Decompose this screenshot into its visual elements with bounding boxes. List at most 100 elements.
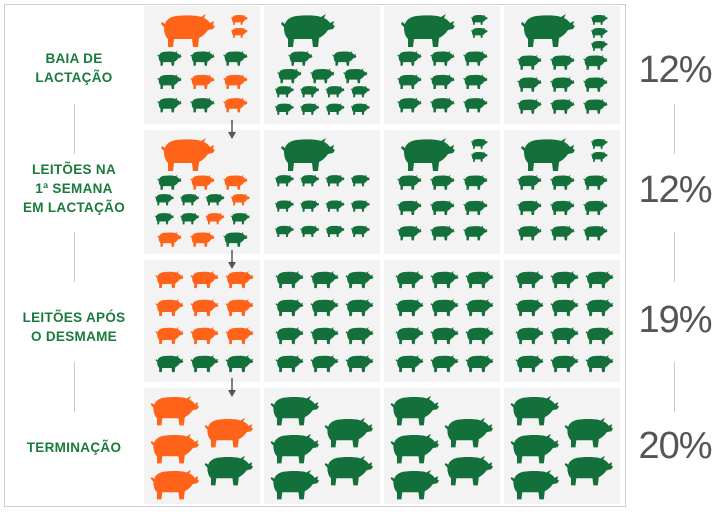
pen-cell <box>144 388 260 504</box>
pig-icon <box>350 200 370 212</box>
pig-icon <box>345 327 374 345</box>
pig-icon <box>350 85 370 98</box>
pig-icon <box>270 433 320 464</box>
pig-icon <box>204 417 254 448</box>
row-label-first-week-piglets: LEITÕES NA 1ª SEMANA EM LACTAÇÃO <box>10 160 138 217</box>
pen-cell <box>144 130 260 254</box>
row-label-line: LEITÕES APÓS <box>22 310 126 325</box>
pig-icon <box>281 14 335 47</box>
pig-icon <box>550 76 575 92</box>
pig-icon <box>550 327 579 345</box>
row-label-line: LEITÕES NA <box>31 162 116 177</box>
pig-icon <box>300 103 320 115</box>
pig-icon <box>517 98 542 114</box>
arrow-down-icon <box>228 250 236 269</box>
pig-icon <box>465 271 494 289</box>
pig-icon <box>350 225 370 238</box>
pen-drawing <box>150 395 254 500</box>
pig-icon <box>275 271 304 289</box>
pig-icon <box>324 455 374 486</box>
pig-icon <box>395 355 424 373</box>
pen-cell <box>384 260 500 382</box>
pig-icon <box>585 355 614 373</box>
pen-cell <box>264 260 380 382</box>
pig-icon <box>225 299 254 317</box>
pig-icon <box>463 50 488 66</box>
pen-cell <box>384 6 500 124</box>
pig-icon <box>274 85 294 98</box>
percent-value: 19% <box>638 299 712 341</box>
pig-icon <box>150 469 200 500</box>
pig-icon <box>463 200 488 216</box>
percent-value: 20% <box>638 425 712 467</box>
pig-icon <box>397 174 422 190</box>
percent-divider <box>674 232 675 282</box>
pig-icon <box>470 151 488 162</box>
row-label-line: EM LACTAÇÃO <box>22 200 126 215</box>
percent-divider <box>674 362 675 412</box>
pen-drawing <box>390 395 494 500</box>
pig-icon <box>590 138 608 149</box>
pig-icon <box>223 174 248 190</box>
pig-icon <box>325 85 345 98</box>
pig-icon <box>350 103 370 115</box>
pig-icon <box>310 327 339 345</box>
pig-icon <box>281 138 335 171</box>
pig-icon <box>180 193 200 206</box>
pig-icon <box>225 355 254 373</box>
pig-icon <box>430 225 455 241</box>
pig-icon <box>190 97 215 113</box>
pig-icon <box>430 200 455 216</box>
pig-icon <box>444 455 494 486</box>
pig-icon <box>157 74 182 90</box>
pig-icon <box>274 200 294 212</box>
pen-cell <box>264 130 380 254</box>
pig-icon <box>590 151 608 162</box>
pig-icon <box>585 299 614 317</box>
pig-icon <box>517 200 542 216</box>
pen-drawing <box>157 14 248 113</box>
pig-icon <box>275 355 304 373</box>
pig-icon <box>550 355 579 373</box>
pig-icon <box>390 395 440 426</box>
pig-icon <box>300 85 320 98</box>
pig-icon <box>517 174 542 190</box>
pig-icon <box>190 74 215 90</box>
pig-icon <box>430 299 459 317</box>
pig-icon <box>510 433 560 464</box>
pig-icon <box>230 27 248 38</box>
pig-icon <box>157 231 182 247</box>
pig-icon <box>155 271 184 289</box>
percent-value: 12% <box>638 169 712 211</box>
pen-drawing <box>515 271 614 373</box>
pen-drawing <box>395 271 494 373</box>
pig-icon <box>223 231 248 247</box>
pig-icon <box>150 395 200 426</box>
pig-icon <box>350 174 370 187</box>
pen-cell <box>264 388 380 504</box>
pig-icon <box>275 299 304 317</box>
pen-cell <box>504 388 620 504</box>
pig-icon <box>515 299 544 317</box>
pig-icon <box>465 355 494 373</box>
pig-icon <box>463 225 488 241</box>
pig-icon <box>517 225 542 241</box>
pig-icon <box>157 50 182 66</box>
pen-cell <box>144 260 260 382</box>
pig-icon <box>463 74 488 90</box>
pig-icon <box>310 355 339 373</box>
pig-icon <box>390 469 440 500</box>
label-divider <box>74 362 75 412</box>
pig-icon <box>521 14 575 47</box>
pig-icon <box>430 97 455 113</box>
pig-icon <box>345 355 374 373</box>
pig-icon <box>585 271 614 289</box>
pig-icon <box>470 14 488 25</box>
pig-icon <box>310 271 339 289</box>
pig-icon <box>310 299 339 317</box>
pig-icon <box>300 225 320 238</box>
pig-icon <box>275 327 304 345</box>
pig-icon <box>550 225 575 241</box>
label-divider <box>74 232 75 282</box>
pig-icon <box>397 50 422 66</box>
